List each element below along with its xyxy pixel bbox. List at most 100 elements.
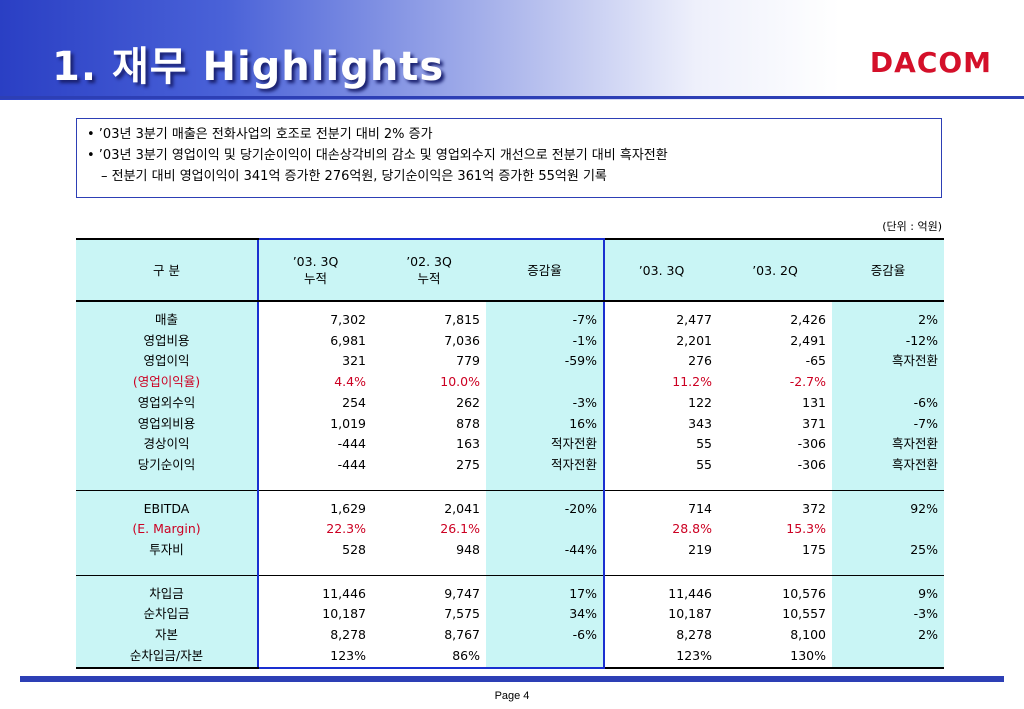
footer-divider — [20, 676, 1004, 682]
cum-03q3-cell: 8,278 — [257, 625, 372, 646]
rate-cumulative-cell: 16% — [486, 413, 605, 435]
cum-02q3-cell: 2,041 — [444, 500, 480, 516]
q2-03-cell: 131 — [802, 394, 826, 410]
q3-03-cell: 11.2% — [672, 374, 712, 390]
cum-03q3-cell: 1,019 — [257, 413, 372, 435]
page-number: Page 4 — [494, 690, 530, 702]
rate-quarter-cell: 9% — [832, 575, 944, 605]
q3-03-cell: 343 — [688, 415, 712, 431]
q2-03-cell: 8,100 — [790, 627, 826, 643]
q3-03-cell: 11,446 — [668, 585, 712, 601]
row-label-cell: 자본 — [76, 625, 258, 646]
rate-cumulative-cell: -44% — [486, 540, 605, 576]
rate-cumulative-cell: -7% — [486, 301, 605, 331]
table-row: (E. Margin) 22.3% 26.1% 28.8% 15.3% — [76, 519, 944, 541]
rate-quarter-cell — [832, 372, 944, 393]
cum-03q3-cell: 4.4% — [257, 372, 372, 393]
unit-label: (단위 : 억원) — [882, 220, 942, 233]
cum-03q3-cell: 7,302 — [257, 301, 372, 331]
q3-03-cell: 122 — [688, 394, 712, 410]
q3-03-cell: 714 — [688, 500, 712, 516]
summary-sub-bullet: – 전분기 대비 영업이익이 341억 증가한 276억원, 당기순이익은 36… — [101, 169, 607, 184]
cum-03q3-cell: -444 — [257, 434, 372, 455]
rate-cumulative-cell: -3% — [486, 392, 605, 414]
row-label-cell: 당기순이익 — [76, 454, 258, 491]
header-q3-02-cumulative: ’02. 3Q 누적 — [372, 238, 486, 302]
summary-bullet-1: • ’03년 3분기 매출은 전화사업의 호조로 전분기 대비 2% 증가 — [87, 127, 433, 142]
header-banner — [0, 0, 1024, 100]
header-q3-03: ’03. 3Q — [604, 238, 718, 302]
rate-cumulative-cell: -59% — [486, 351, 605, 373]
company-logo: DACOM — [862, 36, 1000, 88]
rate-quarter-cell: 2% — [832, 301, 944, 331]
table-row: 차입금 11,446 9,747 17% 11,446 10,576 9% — [76, 575, 944, 605]
cum-02q3-cell: 26.1% — [440, 521, 480, 537]
table-row: 영업외수익 254 262 -3% 122 131 -6% — [76, 392, 944, 414]
q3-03-cell: 55 — [696, 436, 712, 452]
cum-02q3-cell: 8,767 — [444, 627, 480, 643]
financial-table: 구 분 ’03. 3Q 누적 ’02. 3Q 누적 증감율 ’03. 3Q ’0… — [76, 238, 944, 669]
cum-03q3-cell: 6,981 — [257, 330, 372, 352]
cum-02q3-cell: 7,815 — [444, 312, 480, 327]
q2-03-cell: -306 — [797, 436, 826, 452]
cum-02q3-cell: 878 — [456, 415, 480, 431]
q2-03-cell: 372 — [802, 500, 826, 516]
cum-02q3-cell: 10.0% — [440, 374, 480, 390]
q3-03-cell: 2,477 — [676, 312, 712, 327]
q2-03-cell: 10,576 — [782, 585, 826, 601]
header-divider — [0, 96, 1024, 99]
header-q2-03: ’03. 2Q — [718, 238, 832, 302]
q3-03-cell: 276 — [688, 353, 712, 369]
cum-03q3-cell: 123% — [257, 645, 372, 669]
q2-03-cell: -306 — [718, 454, 832, 491]
q2-03-cell: 175 — [718, 540, 832, 576]
table-header-row: 구 분 ’03. 3Q 누적 ’02. 3Q 누적 증감율 ’03. 3Q ’0… — [76, 238, 944, 302]
rate-cumulative-cell: 17% — [486, 575, 605, 605]
cum-02q3-cell: 779 — [456, 353, 480, 369]
table-row: 자본 8,278 8,767 -6% 8,278 8,100 2% — [76, 625, 944, 646]
header-q3-03-cumulative-line1: ’03. 3Q — [292, 254, 339, 269]
q2-03-cell: 2,491 — [790, 332, 826, 348]
q2-03-cell: 130% — [718, 645, 832, 669]
q2-03-cell: 15.3% — [786, 521, 826, 537]
q2-03-cell: -2.7% — [789, 374, 826, 390]
q3-03-cell: 219 — [604, 540, 718, 576]
row-label-cell: 영업비용 — [76, 330, 258, 352]
row-label-cell: 투자비 — [76, 540, 258, 576]
q3-03-cell: 123% — [604, 645, 718, 669]
table-row: 경상이익 -444 163 적자전환 55 -306 흑자전환 — [76, 434, 944, 455]
rate-cumulative-cell: 적자전환 — [486, 454, 605, 491]
cum-02q3-cell: 86% — [372, 645, 486, 669]
row-label-cell: (영업이익율) — [76, 372, 258, 393]
cum-02q3-cell: 7,575 — [444, 606, 480, 622]
table-row: 당기순이익 -444 275 적자전환 55 -306 흑자전환 — [76, 454, 944, 491]
q3-03-cell: 10,187 — [668, 606, 712, 622]
cum-03q3-cell: 10,187 — [257, 604, 372, 626]
header-q3-02-cumulative-line1: ’02. 3Q — [406, 254, 452, 269]
q3-03-cell: 2,201 — [676, 332, 712, 348]
rate-cumulative-cell: -20% — [486, 490, 605, 520]
header-category: 구 분 — [76, 238, 258, 302]
summary-bullet-2: • ’03년 3분기 영업이익 및 당기순이익이 대손상각비의 감소 및 영업외… — [87, 148, 668, 163]
cum-03q3-cell: 11,446 — [257, 575, 372, 605]
q2-03-cell: -65 — [805, 353, 826, 369]
q3-03-cell: 8,278 — [676, 627, 712, 643]
cum-02q3-cell: 275 — [372, 454, 486, 491]
rate-quarter-cell: 2% — [832, 625, 944, 646]
rate-cumulative-cell — [486, 645, 605, 669]
cum-03q3-cell: 321 — [257, 351, 372, 373]
table-row: 영업외비용 1,019 878 16% 343 371 -7% — [76, 413, 944, 435]
row-label-cell: 영업이익 — [76, 351, 258, 373]
cum-03q3-cell: -444 — [257, 454, 372, 491]
rate-quarter-cell: 흑자전환 — [832, 351, 944, 373]
cum-03q3-cell: 528 — [257, 540, 372, 576]
row-label-cell: 순차입금 — [76, 604, 258, 626]
rate-quarter-cell: -3% — [832, 604, 944, 626]
row-label-cell: 영업외비용 — [76, 413, 258, 435]
rate-cumulative-cell: -1% — [486, 330, 605, 352]
q3-03-cell: 28.8% — [672, 521, 712, 537]
table-row: 순차입금 10,187 7,575 34% 10,187 10,557 -3% — [76, 604, 944, 626]
cum-02q3-cell: 948 — [372, 540, 486, 576]
table-row: (영업이익율) 4.4% 10.0% 11.2% -2.7% — [76, 372, 944, 393]
header-rate-2: 증감율 — [832, 238, 944, 302]
